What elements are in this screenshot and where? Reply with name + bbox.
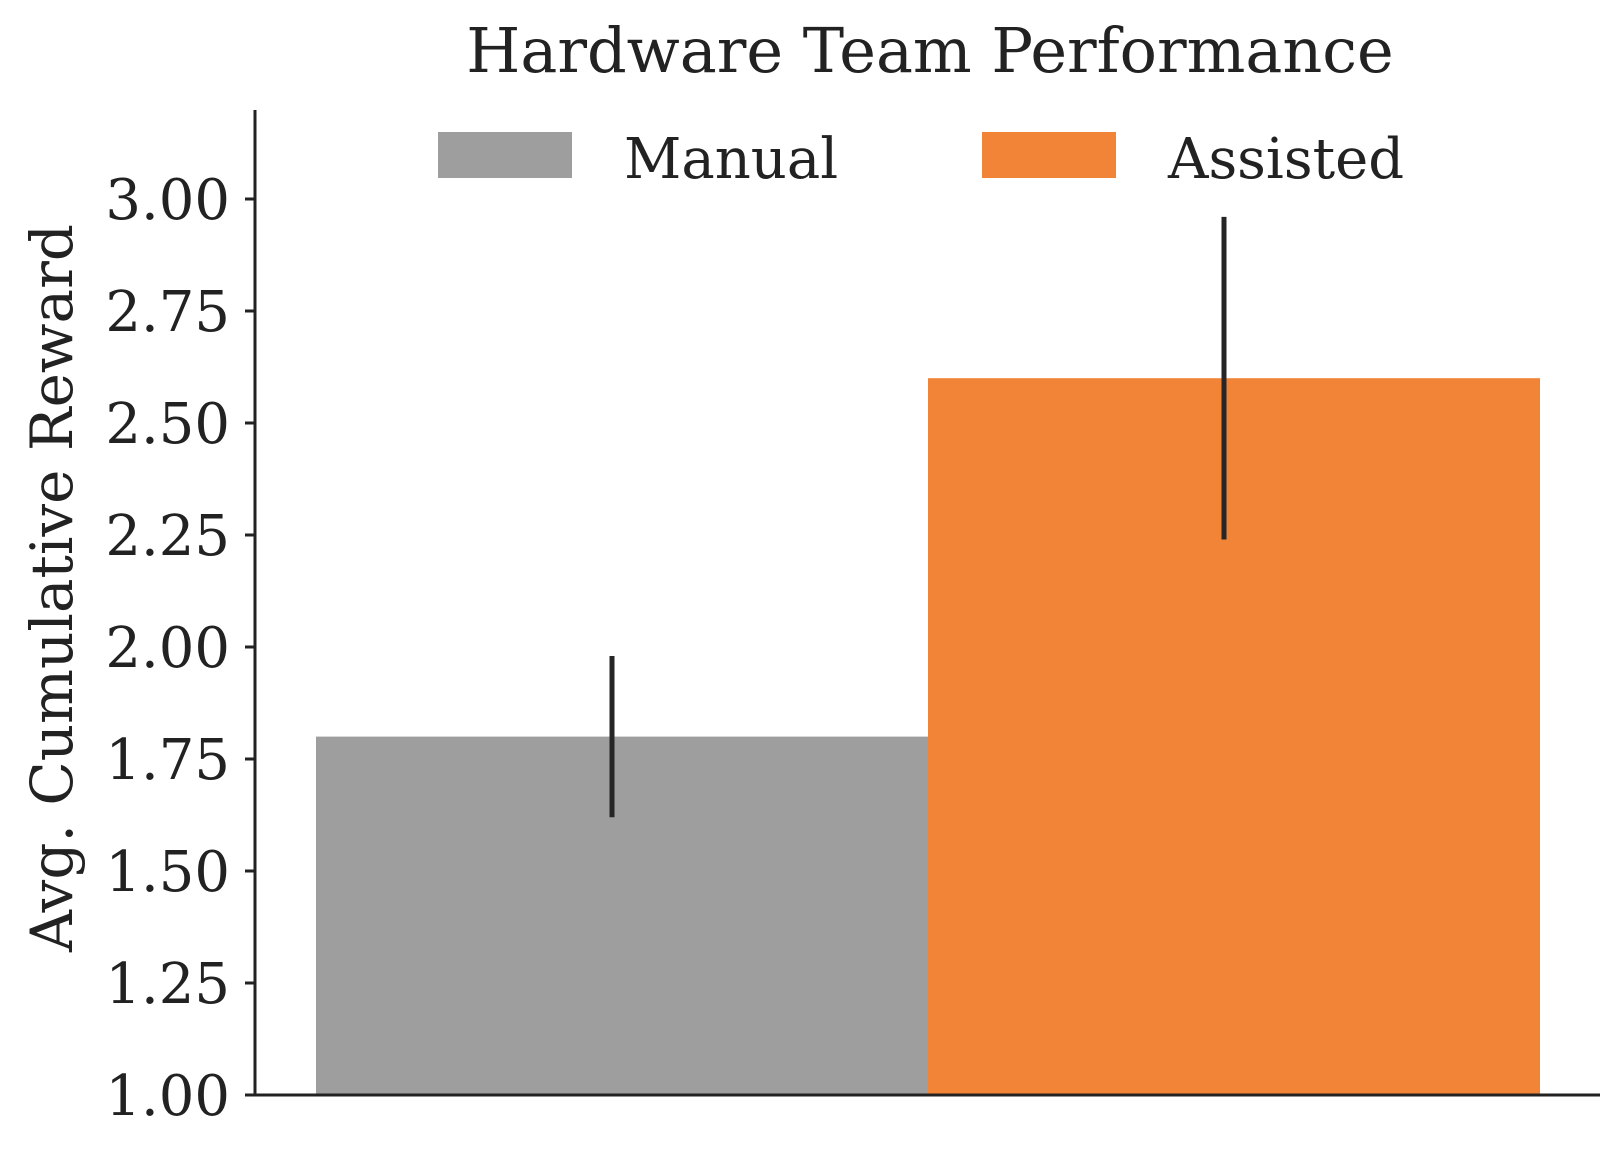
y-tick-label: 1.50 — [105, 840, 230, 905]
chart-title: Hardware Team Performance — [466, 14, 1393, 87]
y-axis-label: Avg. Cumulative Reward — [18, 224, 86, 953]
error-bars-group — [609, 216, 1227, 818]
bars-group — [316, 378, 1540, 1095]
y-tick-label: 3.00 — [105, 168, 230, 233]
bar-manual — [316, 736, 928, 1095]
y-tick-label: 2.00 — [105, 616, 230, 681]
legend-swatch-assisted — [982, 132, 1116, 178]
legend-label-assisted: Assisted — [1167, 127, 1404, 192]
legend-swatch-manual — [438, 132, 572, 178]
y-tick-label: 2.75 — [105, 280, 230, 345]
bar-assisted — [928, 378, 1540, 1095]
y-tick-label: 2.25 — [105, 504, 230, 569]
axes-spines — [253, 110, 1600, 1097]
y-tick-label: 1.25 — [105, 952, 230, 1017]
legend: Manual Assisted — [438, 127, 1404, 192]
y-ticks-group: 1.00 1.25 1.50 1.75 2.00 2.25 2.50 2.75 3.00 — [105, 168, 255, 1129]
y-tick-label: 2.50 — [105, 392, 230, 457]
legend-label-manual: Manual — [624, 127, 838, 192]
y-tick-label: 1.75 — [105, 728, 230, 793]
y-tick-label: 1.00 — [105, 1064, 230, 1129]
